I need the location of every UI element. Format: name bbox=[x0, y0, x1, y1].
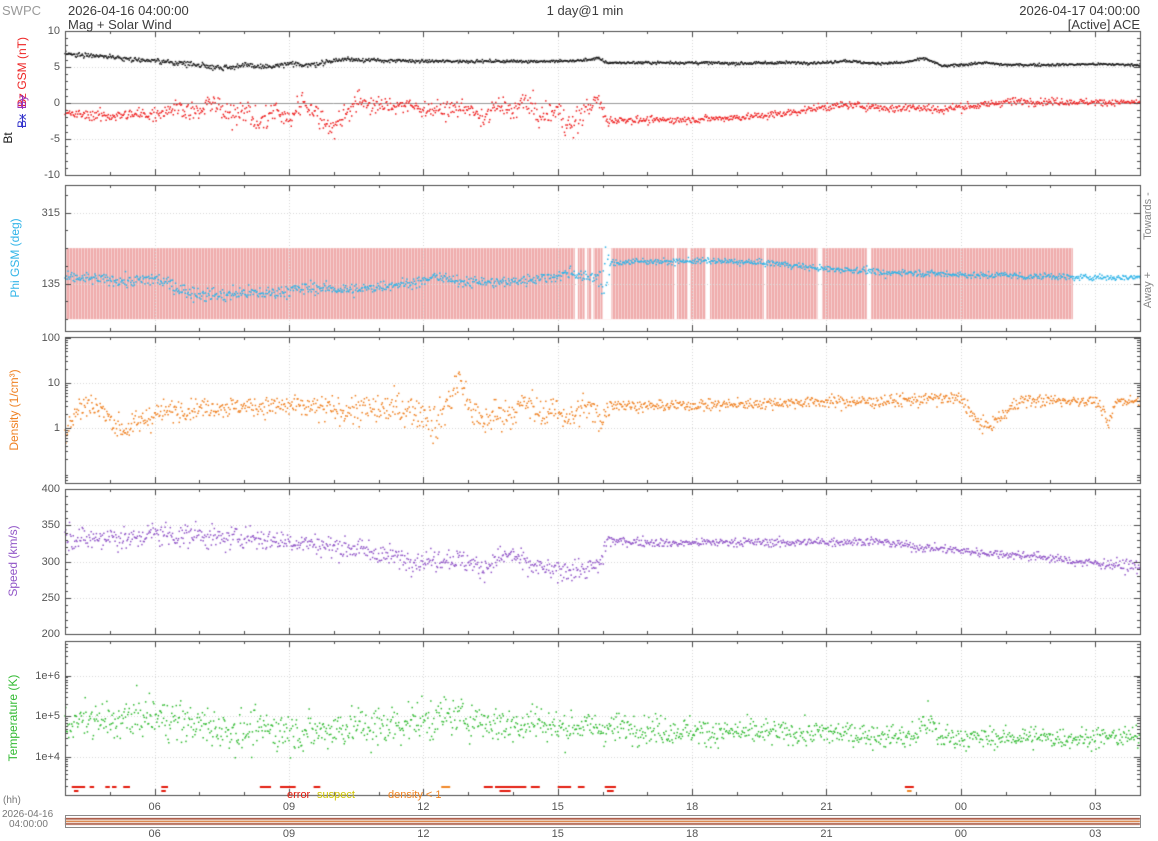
plot-title: Mag + Solar Wind bbox=[68, 17, 172, 32]
y-tick-label-temperature: 1e+4 bbox=[35, 751, 60, 764]
y-tick-label-temperature: 1e+5 bbox=[35, 710, 60, 723]
y-axis-label-temperature: Temperature (K) bbox=[6, 674, 20, 762]
y-tick-label-density: 10 bbox=[47, 376, 60, 389]
y-axis-label-speed: Speed (km/s) bbox=[6, 525, 20, 597]
y-axis-label-bx: Bx bbox=[15, 113, 29, 129]
hour-tick-label-top: 06 bbox=[148, 801, 161, 813]
y-axis-label-bt: Bt bbox=[1, 132, 15, 144]
legend-error: error bbox=[287, 789, 311, 801]
hour-tick-label-bottom: 09 bbox=[282, 828, 296, 840]
time-range-selector-bar[interactable] bbox=[65, 815, 1141, 828]
hour-tick-label-bottom: 15 bbox=[551, 828, 564, 840]
hour-tick-label-top: 09 bbox=[282, 801, 296, 813]
hour-tick-label-bottom: 03 bbox=[1089, 828, 1102, 840]
hour-tick-label-top: 15 bbox=[551, 801, 564, 813]
y-tick-label-density: 100 bbox=[41, 331, 60, 344]
y-axis-label-by: By bbox=[15, 94, 29, 110]
hour-tick-label-top: 03 bbox=[1089, 801, 1102, 813]
y-tick-label-mag: 10 bbox=[47, 25, 60, 37]
agency-label: SWPC bbox=[2, 3, 41, 18]
resolution-label: 1 day@1 min bbox=[546, 3, 624, 18]
y-tick-label-mag: -5 bbox=[50, 133, 60, 145]
footer-date-label: 2026-04-16 bbox=[2, 809, 54, 820]
hour-tick-label-bottom: 12 bbox=[417, 828, 430, 840]
y-axis-label-density: Density (1/cm³) bbox=[7, 369, 21, 451]
y-tick-label-speed: 250 bbox=[41, 591, 60, 604]
legend-suspect: suspect bbox=[317, 789, 355, 801]
y-tick-label-temperature: 1e+6 bbox=[35, 669, 60, 682]
y-tick-label-density: 1 bbox=[53, 421, 60, 434]
start-datetime-label: 2026-04-16 04:00:00 bbox=[68, 3, 189, 18]
hour-tick-label-bottom: 00 bbox=[954, 828, 967, 840]
status-label: [Active] ACE bbox=[1067, 17, 1140, 32]
y-tick-label-speed: 200 bbox=[41, 628, 60, 640]
y-axis-label-phi: Phi GSM (deg) bbox=[8, 218, 22, 298]
hour-tick-label-top: 00 bbox=[954, 801, 967, 813]
y-tick-label-mag: -10 bbox=[44, 169, 60, 181]
y-tick-label-phi: 135 bbox=[41, 277, 60, 290]
polarity-towards-label: Towards - bbox=[1142, 192, 1154, 240]
y-tick-label-mag: 0 bbox=[53, 97, 60, 109]
hour-tick-label-top: 12 bbox=[417, 801, 430, 813]
hour-tick-label-top: 18 bbox=[685, 801, 699, 813]
y-tick-label-phi: 315 bbox=[41, 206, 60, 219]
y-tick-label-mag: 5 bbox=[53, 61, 60, 73]
legend-density-lt-1: density < 1 bbox=[388, 789, 442, 801]
y-tick-label-speed: 400 bbox=[41, 483, 60, 495]
hour-tick-label-top: 21 bbox=[820, 801, 833, 813]
y-tick-label-speed: 350 bbox=[41, 519, 60, 532]
hour-tick-label-bottom: 21 bbox=[820, 828, 833, 840]
hour-tick-label-bottom: 18 bbox=[685, 828, 699, 840]
hour-tick-label-bottom: 06 bbox=[148, 828, 161, 840]
polarity-away-label: Away + bbox=[1142, 271, 1154, 309]
y-tick-label-speed: 300 bbox=[41, 555, 60, 568]
end-datetime-label: 2026-04-17 04:00:00 bbox=[1019, 3, 1140, 18]
footer-time-label: 04:00:00 bbox=[9, 819, 48, 830]
hh-unit-label: (hh) bbox=[3, 795, 21, 806]
